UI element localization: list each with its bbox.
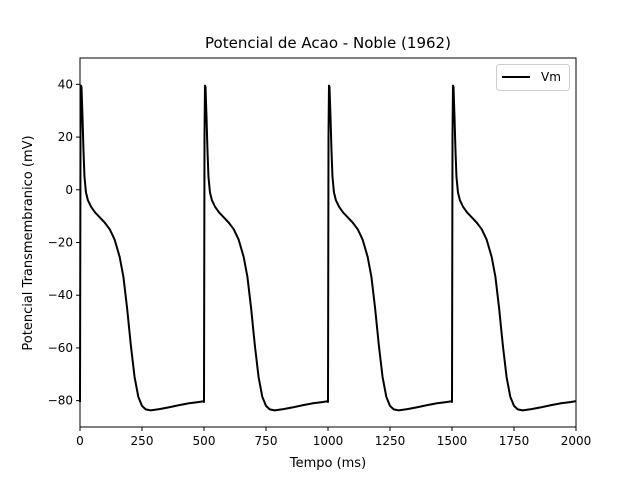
axes-frame: [79, 57, 577, 428]
x-tick-label: 0: [76, 434, 84, 448]
x-tick-label: 1000: [313, 434, 344, 448]
legend: Vm: [496, 64, 570, 91]
legend-label-vm: Vm: [541, 70, 561, 84]
y-tick-label: 20: [58, 130, 73, 144]
legend-box: [496, 64, 570, 91]
x-tick-label: 750: [255, 434, 278, 448]
y-tick-label: 0: [65, 183, 73, 197]
y-tick-label: −20: [48, 236, 73, 250]
x-tick-label: 250: [131, 434, 154, 448]
y-tick-label: −40: [48, 288, 73, 302]
x-tick-label: 1750: [499, 434, 530, 448]
x-tick-label: 1500: [437, 434, 468, 448]
y-axis-label: Potencial Transmembranico (mV): [21, 135, 36, 350]
x-tick-label: 1250: [375, 434, 406, 448]
chart-title: Potencial de Acao - Noble (1962): [205, 34, 451, 52]
y-tick-label: −60: [48, 341, 73, 355]
y-tick-label: 40: [58, 77, 73, 91]
series-line-vm: [79, 84, 577, 412]
x-tick-label: 500: [193, 434, 216, 448]
y-tick-label: −80: [48, 394, 73, 408]
plot-area: [79, 84, 577, 412]
x-tick-label: 2000: [561, 434, 592, 448]
axis-ticks: 0 250 500 750 1000 1250 1500 1750 2000 −80 −60 −40 −…: [48, 77, 592, 448]
x-axis-label: Tempo (ms): [289, 456, 366, 471]
